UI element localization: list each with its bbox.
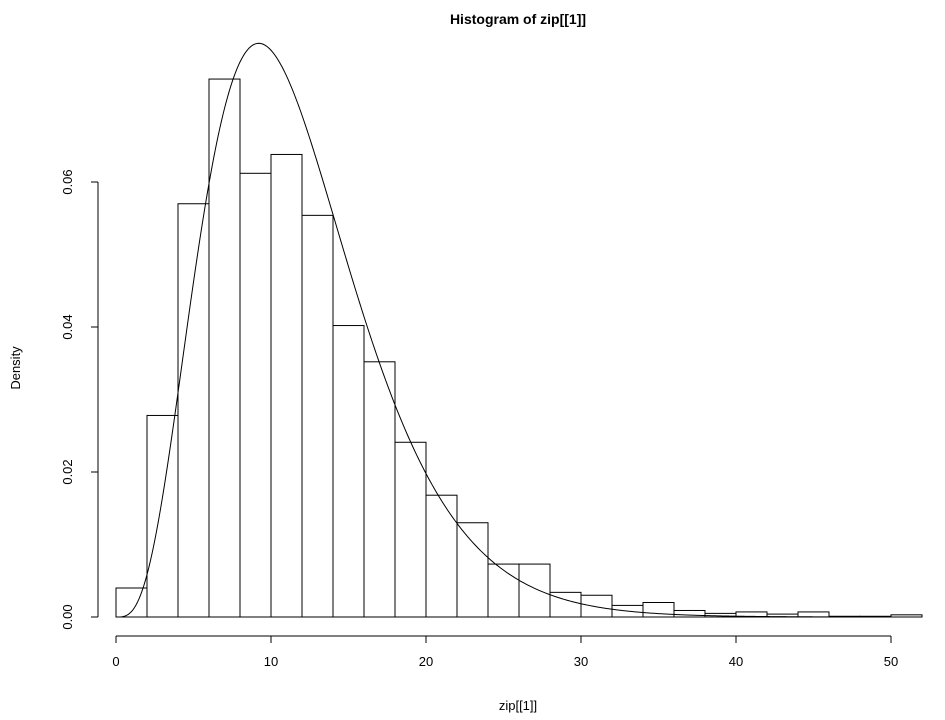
histogram-bar (580, 594, 613, 618)
y-tick-label: 0.00 (60, 604, 75, 629)
histogram-bar (456, 522, 489, 618)
x-tick-label: 40 (729, 654, 743, 669)
y-tick-label: 0.02 (60, 459, 75, 484)
histogram-bar (642, 602, 675, 618)
histogram-bars (115, 78, 923, 618)
chart-title: Histogram of zip[[1]] (450, 11, 586, 27)
histogram-bar (425, 494, 458, 618)
histogram-bar (332, 325, 365, 618)
y-tick-label: 0.06 (60, 169, 75, 194)
histogram-bar (146, 414, 179, 618)
density-curve (116, 42, 922, 618)
y-tick-label: 0.04 (60, 314, 75, 339)
x-tick-label: 10 (264, 654, 278, 669)
x-axis: 0 10 20 30 40 50 (112, 635, 898, 669)
y-axis-label: Density (8, 346, 23, 390)
histogram-bar (394, 441, 427, 618)
histogram-bar (239, 172, 272, 618)
histogram-bar (487, 563, 520, 618)
histogram-bar (115, 587, 148, 618)
histogram-bar (301, 214, 334, 618)
y-axis: 0.00 0.02 0.04 0.06 (60, 169, 99, 630)
histogram-bar (518, 563, 551, 618)
x-tick-label: 0 (112, 654, 119, 669)
histogram-bar (270, 153, 303, 618)
histogram-bar (208, 78, 241, 618)
histogram-bar (673, 609, 706, 618)
histogram-bar (797, 611, 830, 618)
histogram-bar (177, 203, 210, 618)
x-tick-label: 30 (574, 654, 588, 669)
histogram-bar (363, 361, 396, 618)
x-tick-label: 20 (419, 654, 433, 669)
x-tick-label: 50 (884, 654, 898, 669)
x-axis-label: zip[[1]] (499, 698, 537, 713)
